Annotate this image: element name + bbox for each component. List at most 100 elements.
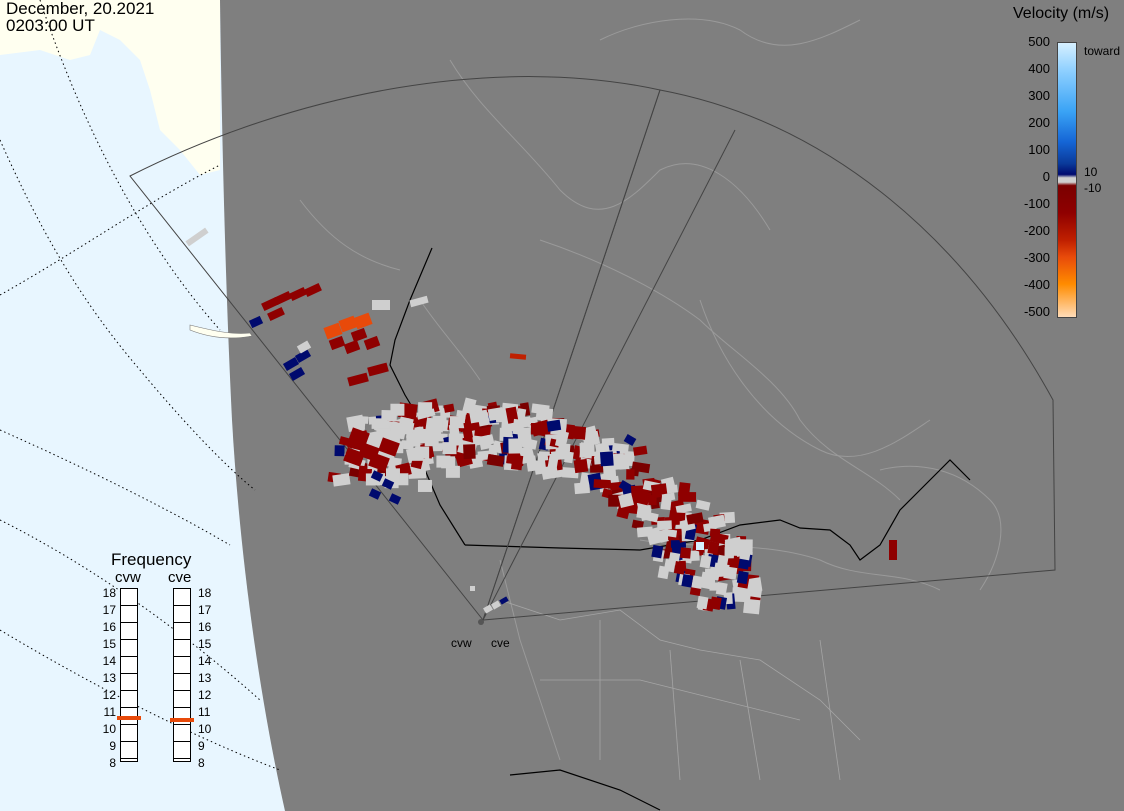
backscatter-cell: [516, 427, 532, 445]
frequency-gridline: [120, 690, 137, 691]
frequency-tick-label: 14: [102, 654, 116, 668]
backscatter-cell: [641, 510, 659, 523]
backscatter-cell: [631, 461, 651, 474]
cvw-fov: [129, 76, 661, 622]
backscatter-cell: [400, 421, 415, 433]
velocity-tick-label: 200: [1028, 115, 1050, 130]
backscatter-cell: [707, 541, 720, 555]
frequency-tick-label: 9: [198, 739, 205, 753]
backscatter-cell: [510, 454, 524, 471]
backscatter-cell: [418, 402, 433, 415]
backscatter-cell: [499, 596, 509, 605]
backscatter-cell: [651, 544, 664, 559]
frequency-radar-cve: cve: [168, 569, 192, 586]
backscatter-cell: [477, 450, 490, 461]
backscatter-cell: [599, 451, 614, 467]
backscatter-cell: [350, 327, 368, 343]
backscatter-cell: [470, 586, 475, 591]
velocity-tick-label: -500: [1023, 304, 1050, 319]
velocity-tick-label: -200: [1023, 223, 1050, 238]
frequency-gridline: [173, 622, 190, 623]
velocity-tick-label: 0: [1042, 169, 1050, 184]
backscatter-cell: [717, 563, 730, 577]
backscatter-cell: [443, 403, 455, 413]
backscatter-cell: [695, 499, 711, 511]
backscatter-cell: [267, 306, 285, 322]
frequency-gridline: [173, 656, 190, 657]
backscatter-cell: [675, 512, 686, 523]
frequency-tick-label: 11: [103, 705, 116, 719]
backscatter-cell: [618, 480, 632, 492]
backscatter-cell: [616, 503, 631, 520]
backscatter-cell: [509, 353, 527, 360]
frequency-gridline: [173, 707, 190, 708]
backscatter-cell: [551, 469, 565, 479]
backscatter-cell: [388, 493, 402, 505]
backscatter-cell: [348, 427, 370, 447]
backscatter-cell: [462, 428, 474, 444]
backscatter-cell: [343, 339, 361, 355]
backscatter-cell: [675, 503, 692, 514]
frequency-tick-label: 16: [102, 620, 116, 634]
backscatter-cell: [417, 479, 432, 492]
backscatter-cell: [657, 565, 670, 580]
frequency-tick-label: 18: [102, 586, 116, 600]
frequency-tick-label: 17: [198, 603, 212, 617]
backscatter-cell: [323, 322, 343, 340]
backscatter-cell: [686, 512, 704, 525]
backscatter-cell: [593, 479, 612, 489]
frequency-gauge-box: [120, 588, 138, 762]
backscatter-cell: [367, 362, 389, 377]
cve-fov: [482, 89, 1056, 621]
backscatter-cell: [590, 465, 606, 473]
frequency-tick-label: 13: [198, 671, 212, 685]
backscatter-cell: [699, 554, 712, 569]
backscatter-cell: [696, 542, 704, 550]
frequency-gridline: [173, 690, 190, 691]
frequency-gridline: [173, 741, 190, 742]
frequency-current-marker: [117, 716, 141, 721]
backscatter-cell: [248, 315, 264, 329]
backscatter-cell: [185, 227, 209, 247]
frequency-tick-label: 10: [102, 722, 116, 736]
backscatter-cell: [665, 529, 678, 538]
backscatter-cell: [334, 445, 345, 457]
backscatter-cell: [667, 484, 678, 494]
backscatter-cell: [378, 437, 400, 457]
backscatter-cell: [579, 442, 594, 459]
site-label-cvw: cvw: [451, 636, 472, 650]
velocity-color-bar: [1057, 42, 1077, 318]
admin-boundaries: [499, 599, 861, 781]
frequency-tick-label: 12: [102, 688, 116, 702]
frequency-gridline: [120, 639, 137, 640]
backscatter-cell: [743, 598, 761, 615]
velocity-tick-label: -100: [1023, 196, 1050, 211]
frequency-gridline: [173, 639, 190, 640]
backscatter-cells: [185, 227, 897, 615]
backscatter-cell: [368, 452, 390, 472]
backscatter-cell: [428, 420, 443, 433]
timestamp-time: 0203:00 UT: [6, 16, 95, 35]
backscatter-cell: [546, 419, 562, 432]
backscatter-cell: [563, 451, 574, 464]
frequency-tick-label: 15: [198, 637, 212, 651]
frequency-gridline: [173, 758, 190, 759]
backscatter-cell: [618, 492, 635, 509]
aleutian-land: [189, 324, 253, 339]
backscatter-cell: [343, 447, 365, 467]
velocity-tick-label: 300: [1028, 88, 1050, 103]
frequency-gridline: [120, 724, 137, 725]
graticule-lines: [0, 0, 281, 771]
backscatter-cell: [491, 600, 501, 610]
frequency-current-marker: [170, 718, 194, 723]
backscatter-cell: [661, 492, 676, 502]
frequency-gridline: [173, 673, 190, 674]
backscatter-cell: [332, 473, 351, 487]
backscatter-cell: [612, 442, 629, 453]
velocity-tick-label: 100: [1028, 142, 1050, 157]
backscatter-cell: [562, 467, 579, 479]
backscatter-cell: [409, 448, 424, 461]
backscatter-cell: [715, 581, 728, 596]
backscatter-cell: [338, 315, 358, 333]
backscatter-cell: [261, 296, 279, 312]
